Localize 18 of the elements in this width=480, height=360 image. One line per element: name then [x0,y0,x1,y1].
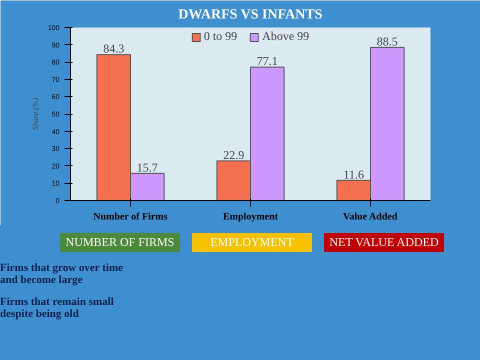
text: EMPLOYMENT [192,233,312,252]
data-label: 11.6 [343,167,364,182]
data-label: 88.5 [376,34,398,48]
text: NUMBER OF FIRMS [60,233,180,252]
x-tick-label: Employment [223,212,279,222]
data-label: 15.7 [136,160,158,174]
legend-label: Above 99 [262,29,310,44]
data-label: 77.1 [256,54,278,68]
y-axis-title: Share (%) [30,97,40,130]
text: Firms that grow over time and become large [0,262,124,286]
data-label: 84.3 [103,42,124,56]
chart-title: DWARFS VS INFANTS [178,8,323,22]
legend-label: 0 to 99 [204,29,238,44]
data-label: 22.9 [223,148,244,162]
text: NET VALUE ADDED [324,233,444,252]
x-tick-label: Value Added [343,212,398,222]
text: Firms that remain small despite being old [0,296,115,320]
x-tick-label: Number of Firms [93,212,168,222]
